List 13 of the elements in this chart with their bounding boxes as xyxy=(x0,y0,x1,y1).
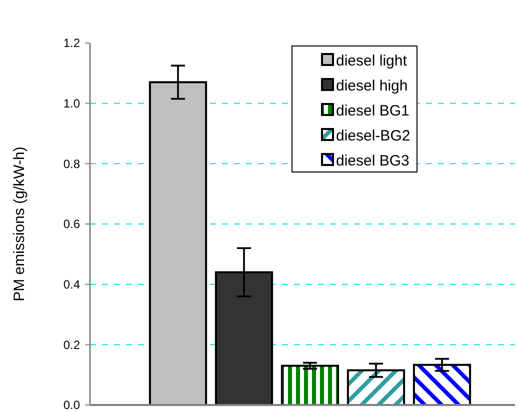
legend-label: diesel BG3 xyxy=(336,152,410,170)
y-tick-label: 0.2 xyxy=(63,338,80,352)
legend-label: diesel light xyxy=(336,52,408,70)
y-tick-label: 1.2 xyxy=(63,36,80,50)
y-tick-label: 0.4 xyxy=(63,278,80,292)
y-tick-label: 1.0 xyxy=(63,96,80,111)
legend-label: diesel high xyxy=(336,77,408,94)
legend-label: diesel-BG2 xyxy=(336,127,410,144)
y-tick-label: 0.6 xyxy=(63,217,80,232)
y-tick-label: 0.0 xyxy=(63,398,80,412)
y-tick-label: 0.8 xyxy=(63,156,80,171)
legend-label: diesel BG1 xyxy=(336,102,410,120)
y-axis-title: PM emissions (g/kW-h) xyxy=(11,146,28,302)
